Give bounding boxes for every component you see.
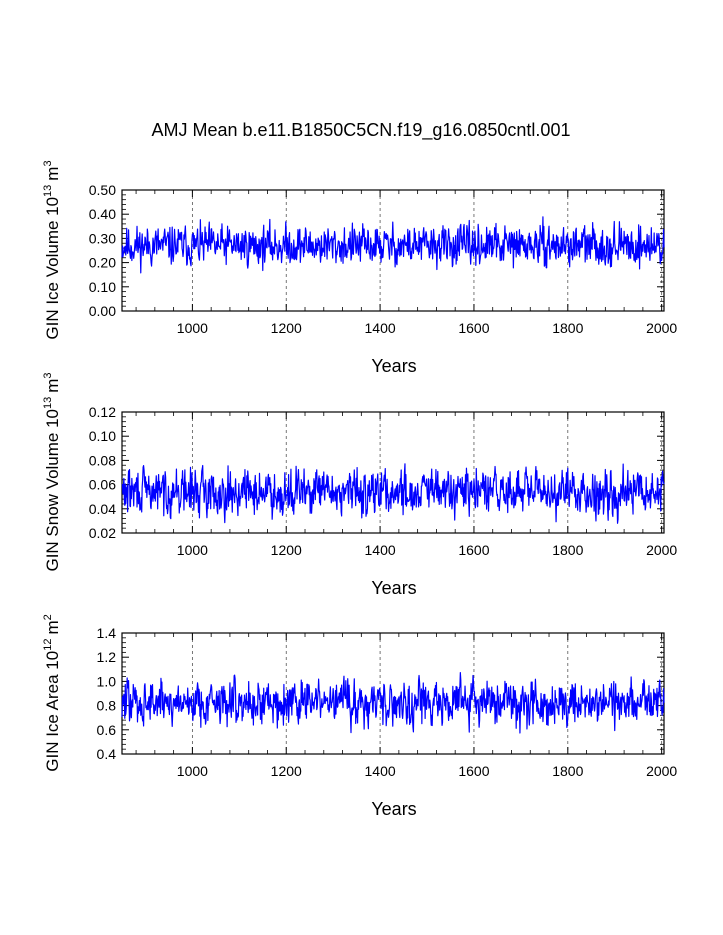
y-axis-label-text: GIN Ice Volume 10 [43,197,62,340]
y-tick-label: 0.30 [89,230,116,246]
y-axis-label-unit-exponent: 3 [42,372,54,378]
y-axis-label-text: GIN Ice Area 10 [43,651,62,772]
y-tick-label: 0.08 [89,452,116,468]
x-tick-label: 1800 [552,542,583,558]
x-tick-label: 2000 [646,542,677,558]
y-axis-label-ice-area: GIN Ice Area 1012 m2 [42,614,62,772]
y-axis-label-unit-exponent: 3 [42,160,54,166]
svg-text:GIN Snow Volume 1013m3: GIN Snow Volume 1013 m3 [42,372,62,571]
y-tick-label: 1.2 [97,649,117,665]
x-tick-label: 1400 [365,542,396,558]
y-tick-label: 1.4 [97,625,117,641]
panel-snow-volume: GIN Snow Volume 1013 m3 Years [42,372,417,598]
y-axis-label-exponent: 13 [42,185,54,197]
x-tick-label: 1600 [458,320,489,336]
y-tick-label: 0.02 [89,525,116,541]
y-axis-label-snow-volume: GIN Snow Volume 1013 m3 [42,372,62,571]
y-tick-label: 0.20 [89,255,116,271]
x-axis-label-snow-volume: Years [371,578,416,598]
x-tick-label: 1000 [177,320,208,336]
y-tick-label: 0.00 [89,303,116,319]
svg-text:GIN Ice Area 1012m2: GIN Ice Area 1012 m2 [42,614,62,772]
x-tick-label: 1800 [552,320,583,336]
x-tick-label: 1200 [271,320,302,336]
y-axis-label-exponent: 13 [42,397,54,409]
x-tick-label: 1000 [177,542,208,558]
x-tick-label: 1800 [552,763,583,779]
x-tick-label: 2000 [646,763,677,779]
x-tick-label: 1600 [458,542,489,558]
y-axis-label-unit: m [43,379,62,393]
y-tick-label: 0.8 [97,698,117,714]
y-axis-label-text: GIN Snow Volume 10 [43,409,62,572]
x-axis-label-ice-area: Years [371,799,416,819]
plot-frame [121,632,665,755]
data-line [121,216,665,274]
svg-text:GIN Ice Volume 1013m3: GIN Ice Volume 1013 m3 [42,160,62,339]
x-tick-label: 1200 [271,763,302,779]
plot-frame [121,411,665,534]
x-tick-label: 1600 [458,763,489,779]
y-tick-label: 0.10 [89,428,116,444]
y-tick-label: 0.4 [97,746,117,762]
x-tick-label: 2000 [646,320,677,336]
y-tick-label: 0.06 [89,477,116,493]
y-tick-label: 0.04 [89,501,116,517]
x-tick-label: 1400 [365,320,396,336]
y-axis-label-exponent: 12 [42,639,54,651]
y-tick-label: 0.10 [89,279,116,295]
y-axis-label-unit-exponent: 2 [42,614,54,620]
x-tick-label: 1400 [365,763,396,779]
data-line [121,672,665,734]
x-axis-label-ice-volume: Years [371,356,416,376]
y-axis-label-unit: m [43,620,62,634]
x-tick-label: 1200 [271,542,302,558]
y-axis-label-unit: m [43,167,62,181]
y-tick-label: 1.0 [97,673,117,689]
y-tick-label: 0.12 [89,404,116,420]
data-line [121,463,665,524]
y-tick-label: 0.50 [89,182,116,198]
panel-ice-area: GIN Ice Area 1012 m2 Years [42,614,417,819]
figure-title: AMJ Mean b.e11.B1850C5CN.f19_g16.0850cnt… [152,120,571,141]
y-tick-label: 0.6 [97,722,117,738]
panel-ice-volume: GIN Ice Volume 1013m3 Years [42,160,417,376]
y-tick-label: 0.40 [89,206,116,222]
x-tick-label: 1000 [177,763,208,779]
y-axis-label-ice-volume: GIN Ice Volume 1013 m3 [42,160,62,339]
